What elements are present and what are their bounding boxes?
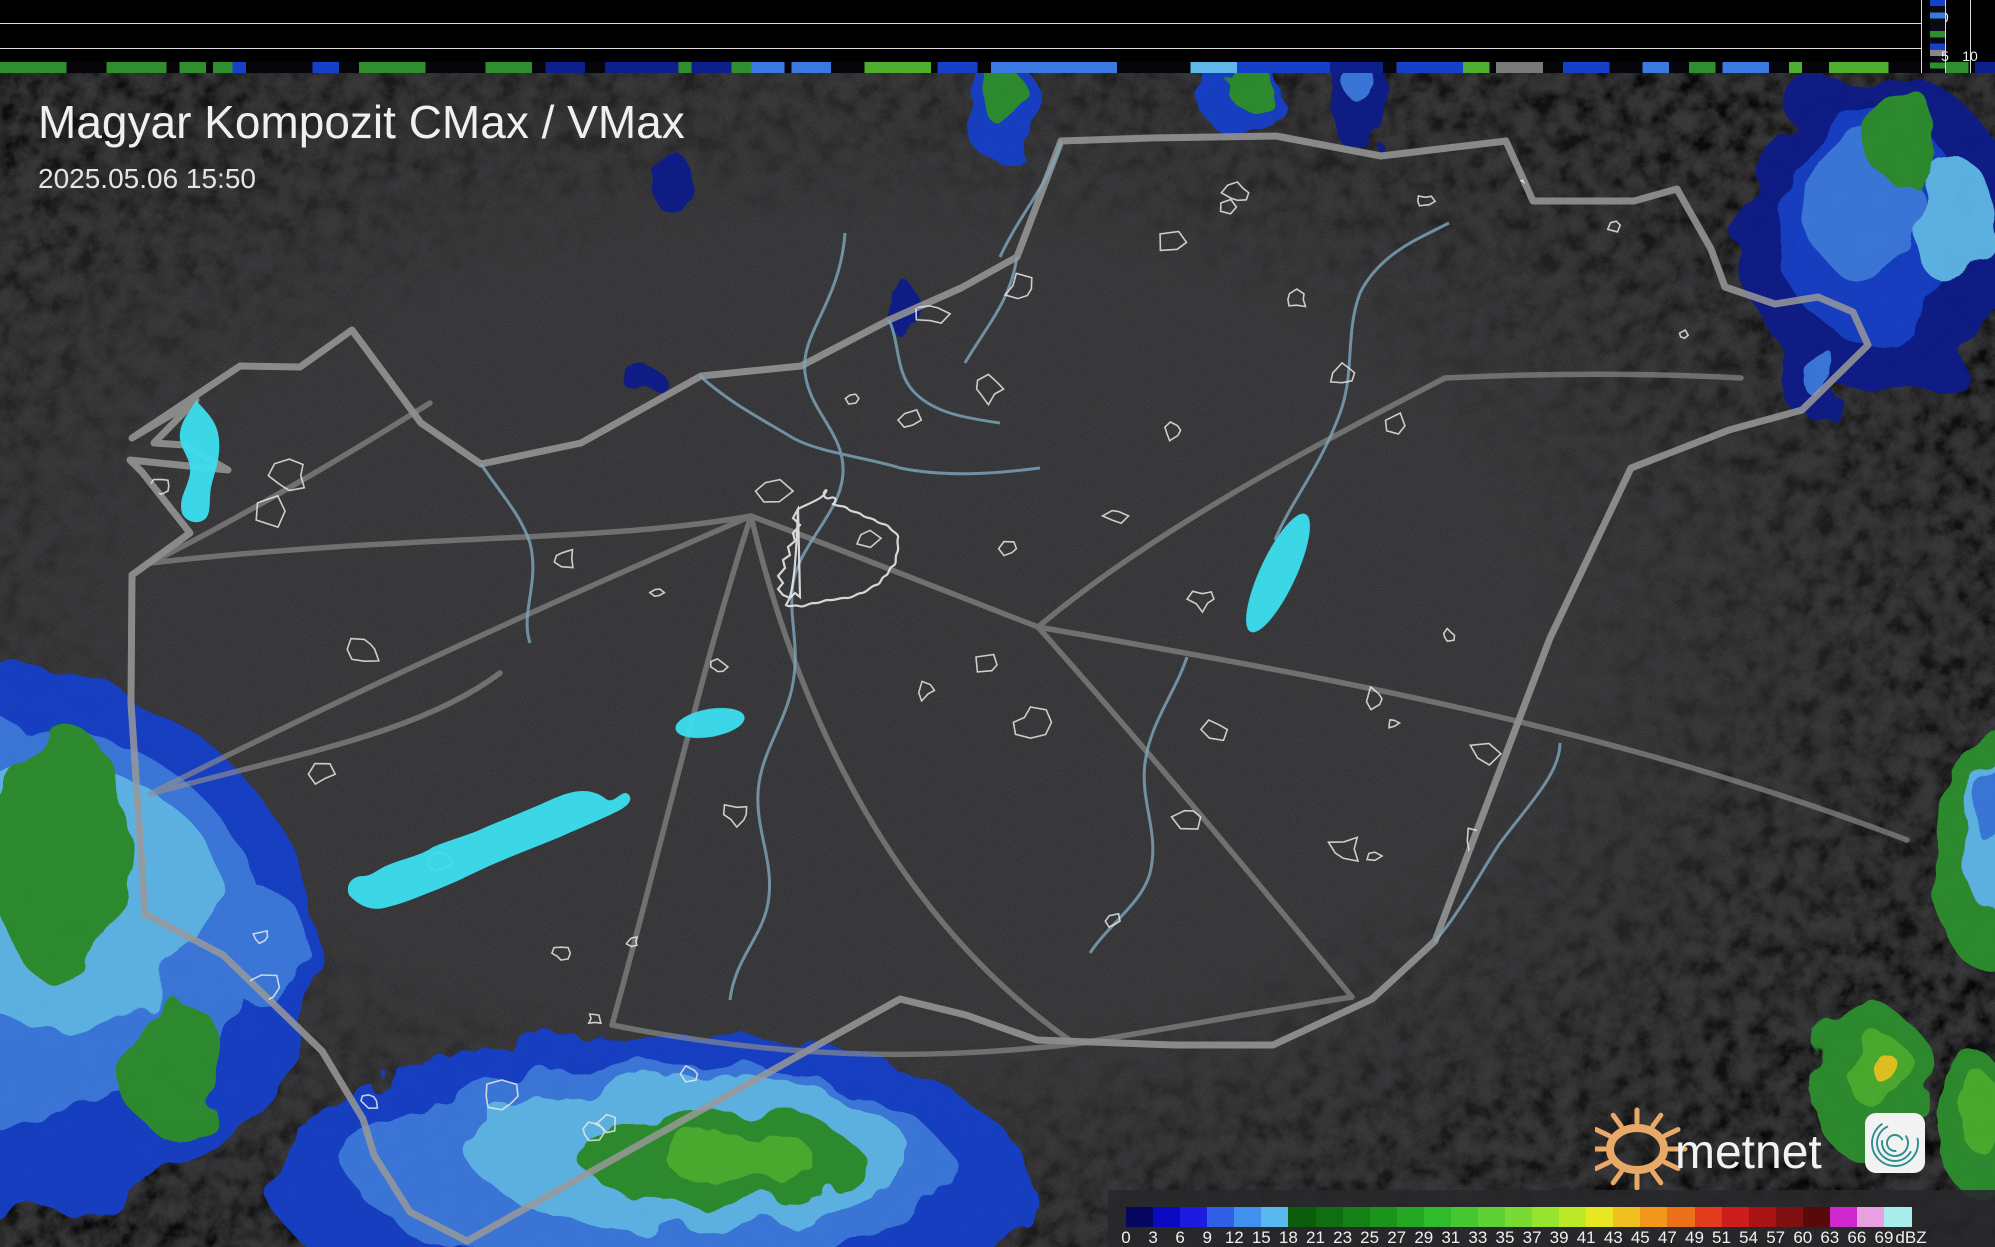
svg-text:metnet: metnet	[1675, 1126, 1822, 1179]
